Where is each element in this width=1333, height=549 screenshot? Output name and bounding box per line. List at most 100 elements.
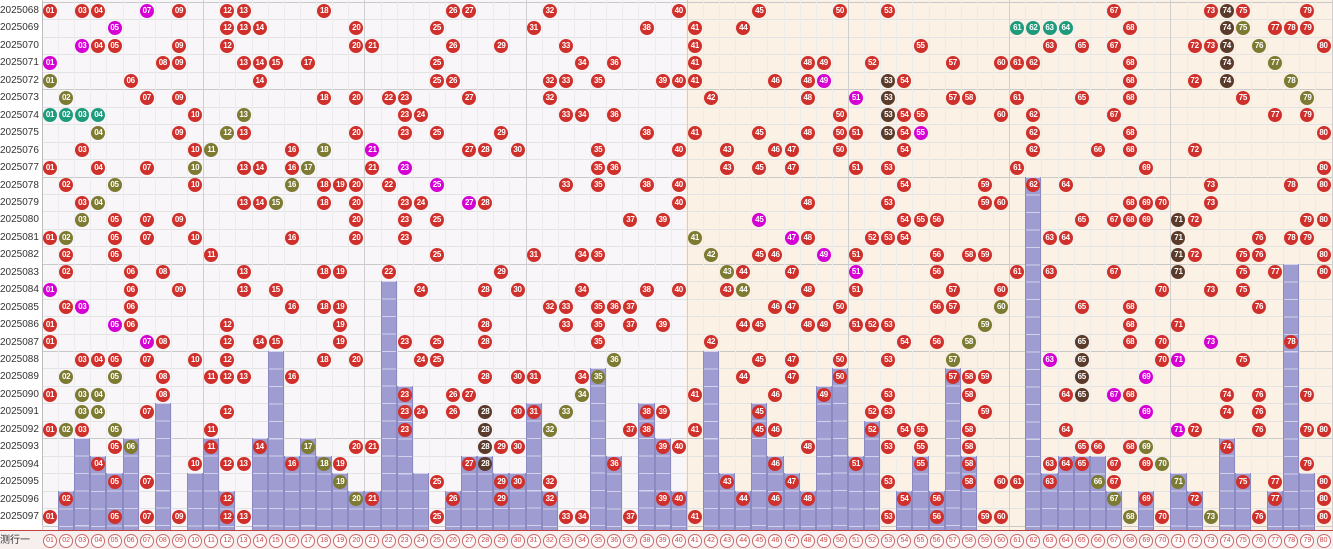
footer-number-cell[interactable]: 16 xyxy=(284,534,299,548)
footer-number-cell[interactable]: 45 xyxy=(752,534,767,548)
footer-number-cell[interactable]: 52 xyxy=(865,534,880,548)
footer-number-cell[interactable]: 01 xyxy=(43,534,58,548)
footer-number-cell[interactable]: 56 xyxy=(929,534,944,548)
footer-number-cell[interactable]: 43 xyxy=(720,534,735,548)
footer-number-cell[interactable]: 21 xyxy=(365,534,380,548)
number-ball: 22 xyxy=(381,178,396,193)
number-ball: 42 xyxy=(703,335,718,350)
footer-number-cell[interactable]: 25 xyxy=(429,534,444,548)
footer-number-cell[interactable]: 72 xyxy=(1187,534,1202,548)
footer-number-cell[interactable]: 37 xyxy=(623,534,638,548)
footer-number-cell[interactable]: 41 xyxy=(687,534,702,548)
footer-number-cell[interactable]: 32 xyxy=(542,534,557,548)
footer-number-cell[interactable]: 14 xyxy=(252,534,267,548)
footer-number-cell[interactable]: 46 xyxy=(768,534,783,548)
number-ball: 68 xyxy=(1123,21,1138,36)
grid-vline xyxy=(461,0,463,530)
footer-number-cell[interactable]: 35 xyxy=(591,534,606,548)
number-ball: 03 xyxy=(75,300,90,315)
frequency-bar-16 xyxy=(283,455,300,530)
footer-number-cell[interactable]: 70 xyxy=(1155,534,1170,548)
footer-number-cell[interactable]: 57 xyxy=(945,534,960,548)
footer-number-cell[interactable]: 64 xyxy=(1058,534,1073,548)
footer-number-cell[interactable]: 26 xyxy=(446,534,461,548)
footer-number-cell[interactable]: 67 xyxy=(1106,534,1121,548)
footer-number-cell[interactable]: 50 xyxy=(832,534,847,548)
footer-number-cell[interactable]: 23 xyxy=(397,534,412,548)
footer-number-cell[interactable]: 75 xyxy=(1235,534,1250,548)
footer-number-cell[interactable]: 63 xyxy=(1042,534,1057,548)
footer-number-cell[interactable]: 20 xyxy=(349,534,364,548)
footer-number-cell[interactable]: 40 xyxy=(671,534,686,548)
footer-number-cell[interactable]: 38 xyxy=(639,534,654,548)
footer-number-cell[interactable]: 42 xyxy=(703,534,718,548)
footer-number-cell[interactable]: 65 xyxy=(1074,534,1089,548)
footer-number-cell[interactable]: 02 xyxy=(59,534,74,548)
footer-number-cell[interactable]: 39 xyxy=(655,534,670,548)
number-ball: 03 xyxy=(75,143,90,158)
number-ball: 27 xyxy=(462,3,477,18)
footer-number-cell[interactable]: 08 xyxy=(155,534,170,548)
footer-number-cell[interactable]: 24 xyxy=(413,534,428,548)
footer-number-cell[interactable]: 05 xyxy=(107,534,122,548)
footer-number-cell[interactable]: 28 xyxy=(478,534,493,548)
footer-number-cell[interactable]: 48 xyxy=(800,534,815,548)
footer-number-cell[interactable]: 10 xyxy=(188,534,203,548)
footer-number-cell[interactable]: 31 xyxy=(526,534,541,548)
footer-number-cell[interactable]: 68 xyxy=(1123,534,1138,548)
footer-number-cell[interactable]: 62 xyxy=(1026,534,1041,548)
footer-number-cell[interactable]: 30 xyxy=(510,534,525,548)
number-ball: 36 xyxy=(607,108,622,123)
footer-number-cell[interactable]: 15 xyxy=(268,534,283,548)
footer-number-cell[interactable]: 73 xyxy=(1203,534,1218,548)
number-ball: 35 xyxy=(591,160,606,175)
footer-number-cell[interactable]: 17 xyxy=(300,534,315,548)
footer-number-cell[interactable]: 11 xyxy=(204,534,219,548)
footer-number-cell[interactable]: 03 xyxy=(75,534,90,548)
footer-number-cell[interactable]: 51 xyxy=(849,534,864,548)
footer-number-cell[interactable]: 80 xyxy=(1316,534,1331,548)
number-ball: 07 xyxy=(139,90,154,105)
footer-number-cell[interactable]: 18 xyxy=(317,534,332,548)
footer-number-cell[interactable]: 07 xyxy=(139,534,154,548)
footer-number-cell[interactable]: 58 xyxy=(961,534,976,548)
number-ball: 04 xyxy=(91,160,106,175)
footer-number-cell[interactable]: 13 xyxy=(236,534,251,548)
footer-number-cell[interactable]: 77 xyxy=(1268,534,1283,548)
footer-number-cell[interactable]: 47 xyxy=(784,534,799,548)
number-ball: 18 xyxy=(317,178,332,193)
footer-number-cell[interactable]: 27 xyxy=(462,534,477,548)
frequency-bar-11 xyxy=(203,438,220,530)
footer-number-cell[interactable]: 79 xyxy=(1300,534,1315,548)
footer-number-cell[interactable]: 60 xyxy=(994,534,1009,548)
footer-number-cell[interactable]: 34 xyxy=(575,534,590,548)
footer-number-cell[interactable]: 22 xyxy=(381,534,396,548)
footer-number-cell[interactable]: 33 xyxy=(558,534,573,548)
footer-number-cell[interactable]: 66 xyxy=(1090,534,1105,548)
footer-number-cell[interactable]: 29 xyxy=(494,534,509,548)
footer-number-cell[interactable]: 06 xyxy=(123,534,138,548)
footer-number-cell[interactable]: 53 xyxy=(881,534,896,548)
footer-number-cell[interactable]: 54 xyxy=(897,534,912,548)
footer-number-cell[interactable]: 12 xyxy=(220,534,235,548)
number-ball: 35 xyxy=(591,300,606,315)
footer-number-cell[interactable]: 09 xyxy=(172,534,187,548)
footer-number-cell[interactable]: 78 xyxy=(1284,534,1299,548)
footer-number-cell[interactable]: 55 xyxy=(913,534,928,548)
footer-number-cell[interactable]: 44 xyxy=(736,534,751,548)
footer-number-cell[interactable]: 74 xyxy=(1219,534,1234,548)
footer-number-cell[interactable]: 04 xyxy=(91,534,106,548)
footer-number-cell[interactable]: 61 xyxy=(1010,534,1025,548)
number-ball: 69 xyxy=(1139,439,1154,454)
footer-number-cell[interactable]: 19 xyxy=(333,534,348,548)
number-ball: 53 xyxy=(881,352,896,367)
number-ball: 78 xyxy=(1284,335,1299,350)
footer-number-cell[interactable]: 69 xyxy=(1139,534,1154,548)
footer-number-cell[interactable]: 36 xyxy=(607,534,622,548)
footer-number-cell[interactable]: 49 xyxy=(816,534,831,548)
footer-number-cell[interactable]: 59 xyxy=(978,534,993,548)
number-ball: 01 xyxy=(43,108,58,123)
number-ball: 77 xyxy=(1268,108,1283,123)
footer-number-cell[interactable]: 71 xyxy=(1171,534,1186,548)
footer-number-cell[interactable]: 76 xyxy=(1252,534,1267,548)
